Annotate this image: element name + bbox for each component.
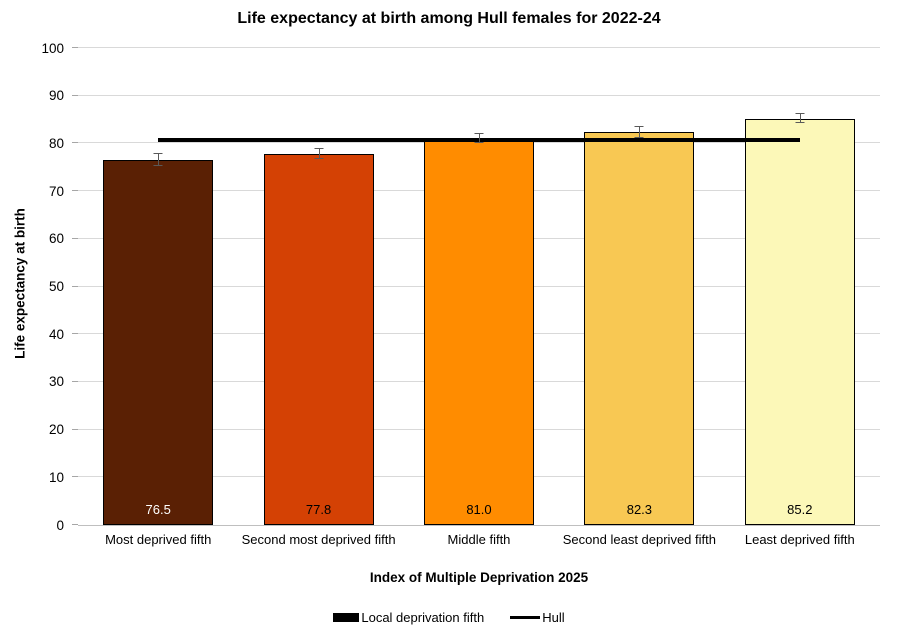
y-tick-label: 40	[48, 326, 64, 342]
bar-slot: 82.3	[559, 48, 719, 525]
y-tick-label: 90	[48, 87, 64, 103]
plot-area: 0 10 20 30 40 50 60 70 80 90 100 Most deprived fift…	[41, 41, 880, 547]
bar-slot: 76.5	[78, 48, 238, 525]
error-bar	[158, 154, 160, 166]
category-label: Second least deprived fifth	[559, 532, 719, 549]
category-label-text: Second least deprived fifth	[562, 532, 716, 547]
x-axis-title: Index of Multiple Deprivation 2025	[369, 570, 589, 585]
y-tick-mark	[72, 428, 78, 430]
bar-value-label: 81.0	[466, 502, 492, 517]
y-tick-mark	[72, 237, 78, 239]
y-tick-mark	[72, 524, 78, 525]
chart-title: Life expectancy at birth among Hull fema…	[237, 10, 661, 27]
bar-slot: 85.2	[720, 48, 880, 525]
error-bar-cap	[474, 132, 484, 134]
category-label: Most deprived fifth	[78, 532, 238, 549]
y-tick-label: 60	[48, 231, 64, 247]
error-bar-cap	[153, 164, 163, 166]
error-bar	[318, 149, 320, 159]
y-tick-mark	[72, 47, 78, 48]
error-bar-cap	[314, 157, 324, 159]
bar-swatch-icon	[333, 613, 360, 622]
y-tick-label: 10	[48, 469, 64, 485]
legend-item-local-deprivation-fifth: Local deprivation fifth	[333, 610, 484, 625]
y-tick-mark	[72, 476, 78, 478]
legend: Local deprivation fifth Hull	[0, 610, 898, 625]
y-tick-mark	[72, 190, 78, 192]
error-bar-cap	[474, 142, 484, 144]
error-bar-cap	[314, 148, 324, 150]
error-bar	[478, 133, 480, 144]
bar: 76.5	[103, 160, 214, 525]
error-bar-cap	[634, 137, 644, 139]
category-label: Second most deprived fifth	[238, 532, 398, 549]
y-tick-mark	[72, 333, 78, 335]
gridline	[78, 94, 880, 96]
bar-value-label: 85.2	[787, 502, 813, 517]
bar: 81.0	[423, 138, 534, 525]
category-label-text: Most deprived fifth	[105, 532, 212, 547]
y-tick-label: 20	[48, 421, 64, 437]
category-label: Least deprived fifth	[720, 532, 880, 549]
error-bar	[799, 113, 801, 124]
y-tick-label: 50	[48, 278, 64, 294]
line-swatch-icon	[510, 616, 541, 619]
y-tick-mark	[72, 380, 78, 382]
bar: 77.8	[263, 153, 374, 525]
error-bar-cap	[634, 125, 644, 127]
y-tick-mark	[72, 285, 78, 287]
y-tick-mark	[72, 94, 78, 96]
gridline	[78, 47, 880, 48]
y-tick-label: 70	[48, 183, 64, 199]
error-bar-cap	[795, 112, 805, 114]
error-bar-cap	[153, 153, 163, 155]
category-label-text: Least deprived fifth	[744, 532, 855, 547]
category-label-text: Middle fifth	[447, 532, 511, 547]
y-tick-label: 0	[56, 517, 64, 533]
y-tick-label: 80	[48, 135, 64, 151]
bar-value-label: 82.3	[626, 502, 653, 517]
y-tick-label: 100	[41, 40, 64, 56]
error-bar	[639, 126, 641, 139]
bar: 82.3	[584, 132, 695, 525]
legend-label: Hull	[542, 610, 565, 625]
error-bar-cap	[795, 122, 805, 124]
bar-value-label: 76.5	[145, 502, 171, 517]
y-tick-label: 30	[48, 374, 64, 390]
bar-slot: 77.8	[238, 48, 398, 525]
legend-item-hull: Hull	[510, 610, 565, 625]
y-tick-mark	[72, 142, 78, 144]
category-label-text: Second most deprived fifth	[241, 532, 396, 547]
bar-slot: 81.0	[399, 48, 559, 525]
bar: 85.2	[744, 118, 855, 525]
legend-label: Local deprivation fifth	[361, 610, 485, 625]
category-label: Middle fifth	[399, 532, 559, 549]
bar-value-label: 77.8	[305, 502, 332, 517]
